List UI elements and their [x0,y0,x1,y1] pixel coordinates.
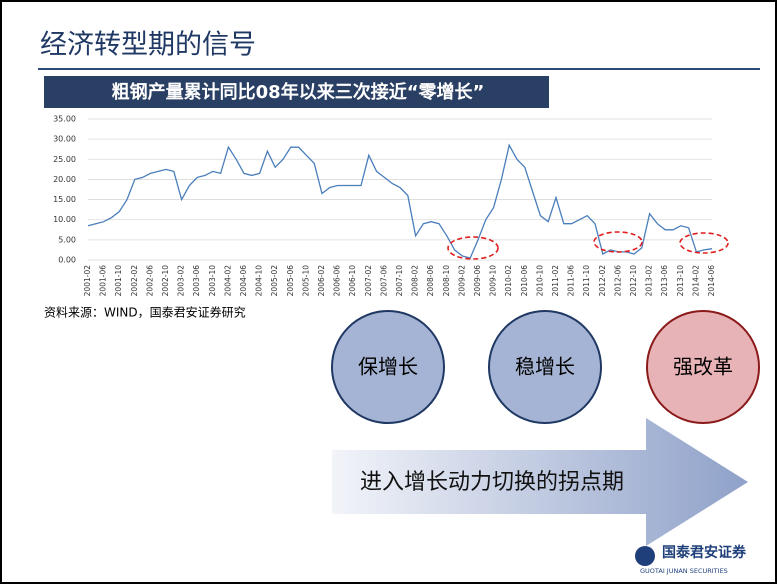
x-tick-label: 2003-02 [177,265,186,297]
x-tick-label: 2004-10 [255,265,264,297]
circle-label: 稳增长 [515,355,575,379]
x-tick-label: 2006-10 [348,265,357,297]
slide-title: 经济转型期的信号 [40,30,256,61]
x-tick-label: 2009-02 [457,265,466,297]
y-tick-label: 0.00 [58,256,76,265]
x-tick-label: 2012-10 [629,265,638,297]
x-tick-label: 2007-06 [379,265,388,297]
x-tick-label: 2008-06 [426,265,435,297]
chart-title: 粗钢产量累计同比08年以来三次接近“零增长” [112,81,485,103]
x-tick-label: 2009-06 [473,265,482,297]
x-tick-label: 2003-06 [192,265,201,297]
x-tick-label: 2011-02 [551,265,560,297]
data-line [87,143,713,259]
banner [44,76,549,108]
circle [488,310,602,424]
x-tick-label: 2013-10 [676,265,685,297]
x-tick-label: 2010-02 [504,265,513,297]
y-tick-label: 5.00 [58,235,76,244]
y-tick-label: 15.00 [53,195,76,204]
y-tick-label: 30.00 [53,135,76,144]
x-tick-label: 2010-10 [535,265,544,297]
x-tick-label: 2008-10 [442,265,451,297]
x-tick-label: 2002-06 [145,265,154,297]
x-tick-label: 2001-02 [83,265,92,297]
circle [646,310,760,424]
x-tick-label: 2005-02 [270,265,279,297]
y-tick-label: 10.00 [53,215,76,224]
y-tick-label: 20.00 [53,175,76,184]
logo-name: 国泰君安证券 [662,544,747,561]
x-tick-label: 2004-02 [223,265,232,297]
x-tick-label: 2006-02 [317,265,326,297]
x-tick-label: 2001-10 [114,265,123,297]
circle [331,310,445,424]
x-tick-label: 2003-10 [208,265,217,297]
highlight [447,236,499,260]
highlight [593,231,643,253]
x-tick-label: 2006-06 [333,265,342,297]
y-tick-label: 25.00 [53,155,76,164]
x-tick-label: 2011-06 [567,265,576,297]
arrow-text: 进入增长动力切换的拐点期 [360,470,624,495]
x-tick-label: 2012-06 [613,265,622,297]
y-tick-label: 35.00 [53,115,76,124]
circle-label: 保增长 [358,355,418,379]
x-tick-label: 2013-02 [645,265,654,297]
x-tick-label: 2011-10 [582,265,591,297]
x-tick-label: 2009-10 [489,265,498,297]
x-tick-label: 2002-02 [130,265,139,297]
x-tick-label: 2014-06 [707,265,716,297]
logo-english: GUOTAI JUNAN SECURITIES [640,567,728,575]
x-tick-label: 2010-06 [520,265,529,297]
source: 资料来源：WIND，国泰君安证券研究 [44,305,246,320]
x-tick-label: 2001-06 [99,265,108,297]
x-tick-label: 2002-10 [161,265,170,297]
x-tick-label: 2004-06 [239,265,248,297]
x-tick-label: 2007-10 [395,265,404,297]
x-tick-label: 2005-10 [301,265,310,297]
x-tick-label: 2014-02 [691,265,700,297]
logo-mark [635,546,655,566]
x-tick-label: 2007-02 [364,265,373,297]
chart: 0.00 5.00 10.00 15.00 20.00 25.00 30.00 35.00 20… [53,115,716,297]
circle-label: 强改革 [673,355,733,379]
x-tick-label: 2005-06 [286,265,295,297]
arrow [332,418,748,546]
highlight [679,232,729,254]
x-tick-label: 2008-02 [411,265,420,297]
x-tick-label: 2012-02 [598,265,607,297]
x-tick-label: 2013-06 [660,265,669,297]
